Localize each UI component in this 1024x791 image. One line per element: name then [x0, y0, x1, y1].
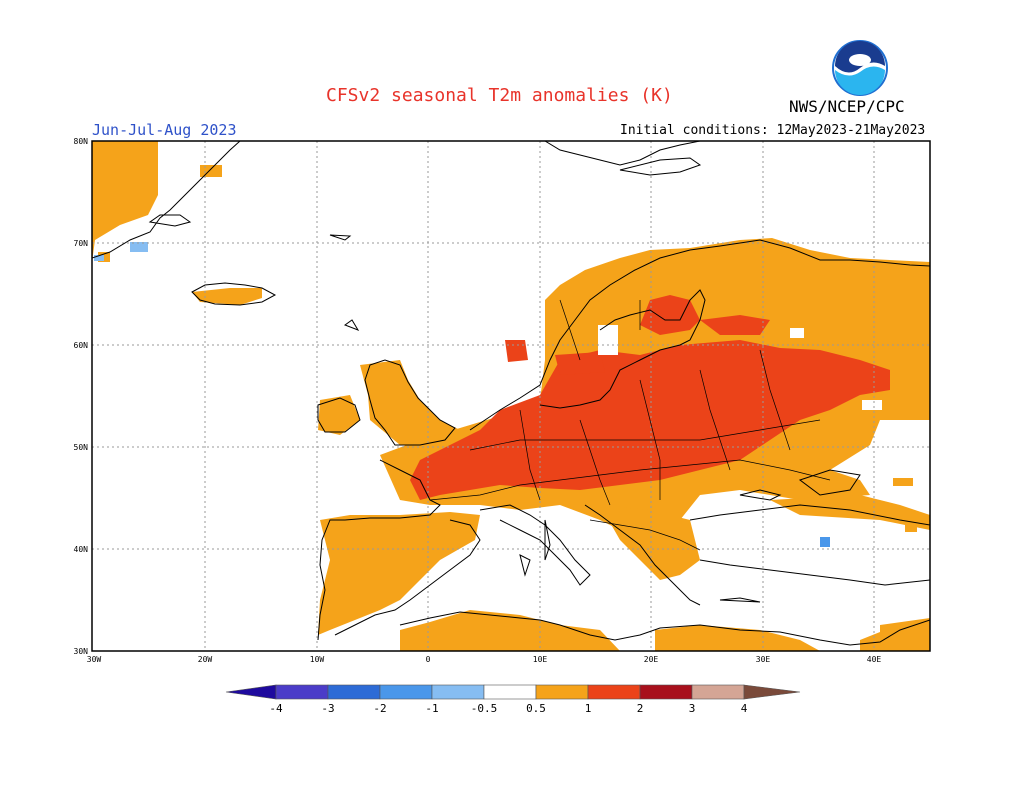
lon-tick-label: 10E — [533, 655, 548, 664]
country-borders — [429, 299, 831, 551]
colorbar-label: 3 — [689, 702, 696, 715]
grid-lines — [92, 141, 930, 651]
colorbar-swatch — [431, 684, 485, 700]
colorbar-label: -0.5 — [471, 702, 498, 715]
lat-tick-label: 50N — [74, 443, 89, 452]
lat-tick-label: 30N — [74, 647, 89, 656]
colorbar-label: 0.5 — [526, 702, 546, 715]
lon-tick-label: 0 — [426, 655, 431, 664]
lon-tick-label: 40E — [867, 655, 882, 664]
colorbar-swatch — [379, 684, 433, 700]
lon-tick-label: 20W — [198, 655, 213, 664]
season-label: Jun-Jul-Aug 2023 — [92, 121, 237, 139]
colorbar-labels: -4 -3 -2 -1 -0.5 0.5 1 2 3 4 — [269, 702, 747, 715]
lat-tick-label: 40N — [74, 545, 89, 554]
colorbar-swatch — [691, 684, 745, 700]
initial-conditions-label: Initial conditions: 12May2023-21May2023 — [620, 123, 926, 138]
colorbar-label: 4 — [741, 702, 748, 715]
colorbar — [225, 684, 801, 700]
colorbar-swatch — [639, 684, 693, 700]
coastlines — [92, 141, 930, 646]
colorbar-label: -3 — [321, 702, 334, 715]
colorbar-label: 1 — [585, 702, 592, 715]
noaa-logo-icon — [832, 40, 888, 96]
colorbar-swatch-lt-minus4 — [225, 684, 277, 700]
map-title: CFSv2 seasonal T2m anomalies (K) — [326, 85, 673, 106]
colorbar-swatch — [535, 684, 589, 700]
producer-label: NWS/NCEP/CPC — [789, 97, 905, 116]
anomaly-field — [92, 141, 930, 651]
lat-tick-label: 60N — [74, 341, 89, 350]
map-frame — [91, 140, 931, 652]
colorbar-swatch — [483, 684, 537, 700]
colorbar-label: -1 — [425, 702, 438, 715]
lon-tick-label: 30W — [87, 655, 102, 664]
colorbar-label: 2 — [637, 702, 644, 715]
lon-tick-label: 30E — [756, 655, 771, 664]
colorbar-swatch — [587, 684, 641, 700]
colorbar-swatch — [327, 684, 381, 700]
lat-tick-label: 70N — [74, 239, 89, 248]
colorbar-swatch — [275, 684, 329, 700]
lat-tick-label: 80N — [74, 137, 89, 146]
colorbar-swatch-gt-4 — [743, 684, 801, 700]
lon-tick-label: 20E — [644, 655, 659, 664]
lon-tick-label: 10W — [310, 655, 325, 664]
colorbar-label: -2 — [373, 702, 386, 715]
colorbar-label: -4 — [269, 702, 283, 715]
